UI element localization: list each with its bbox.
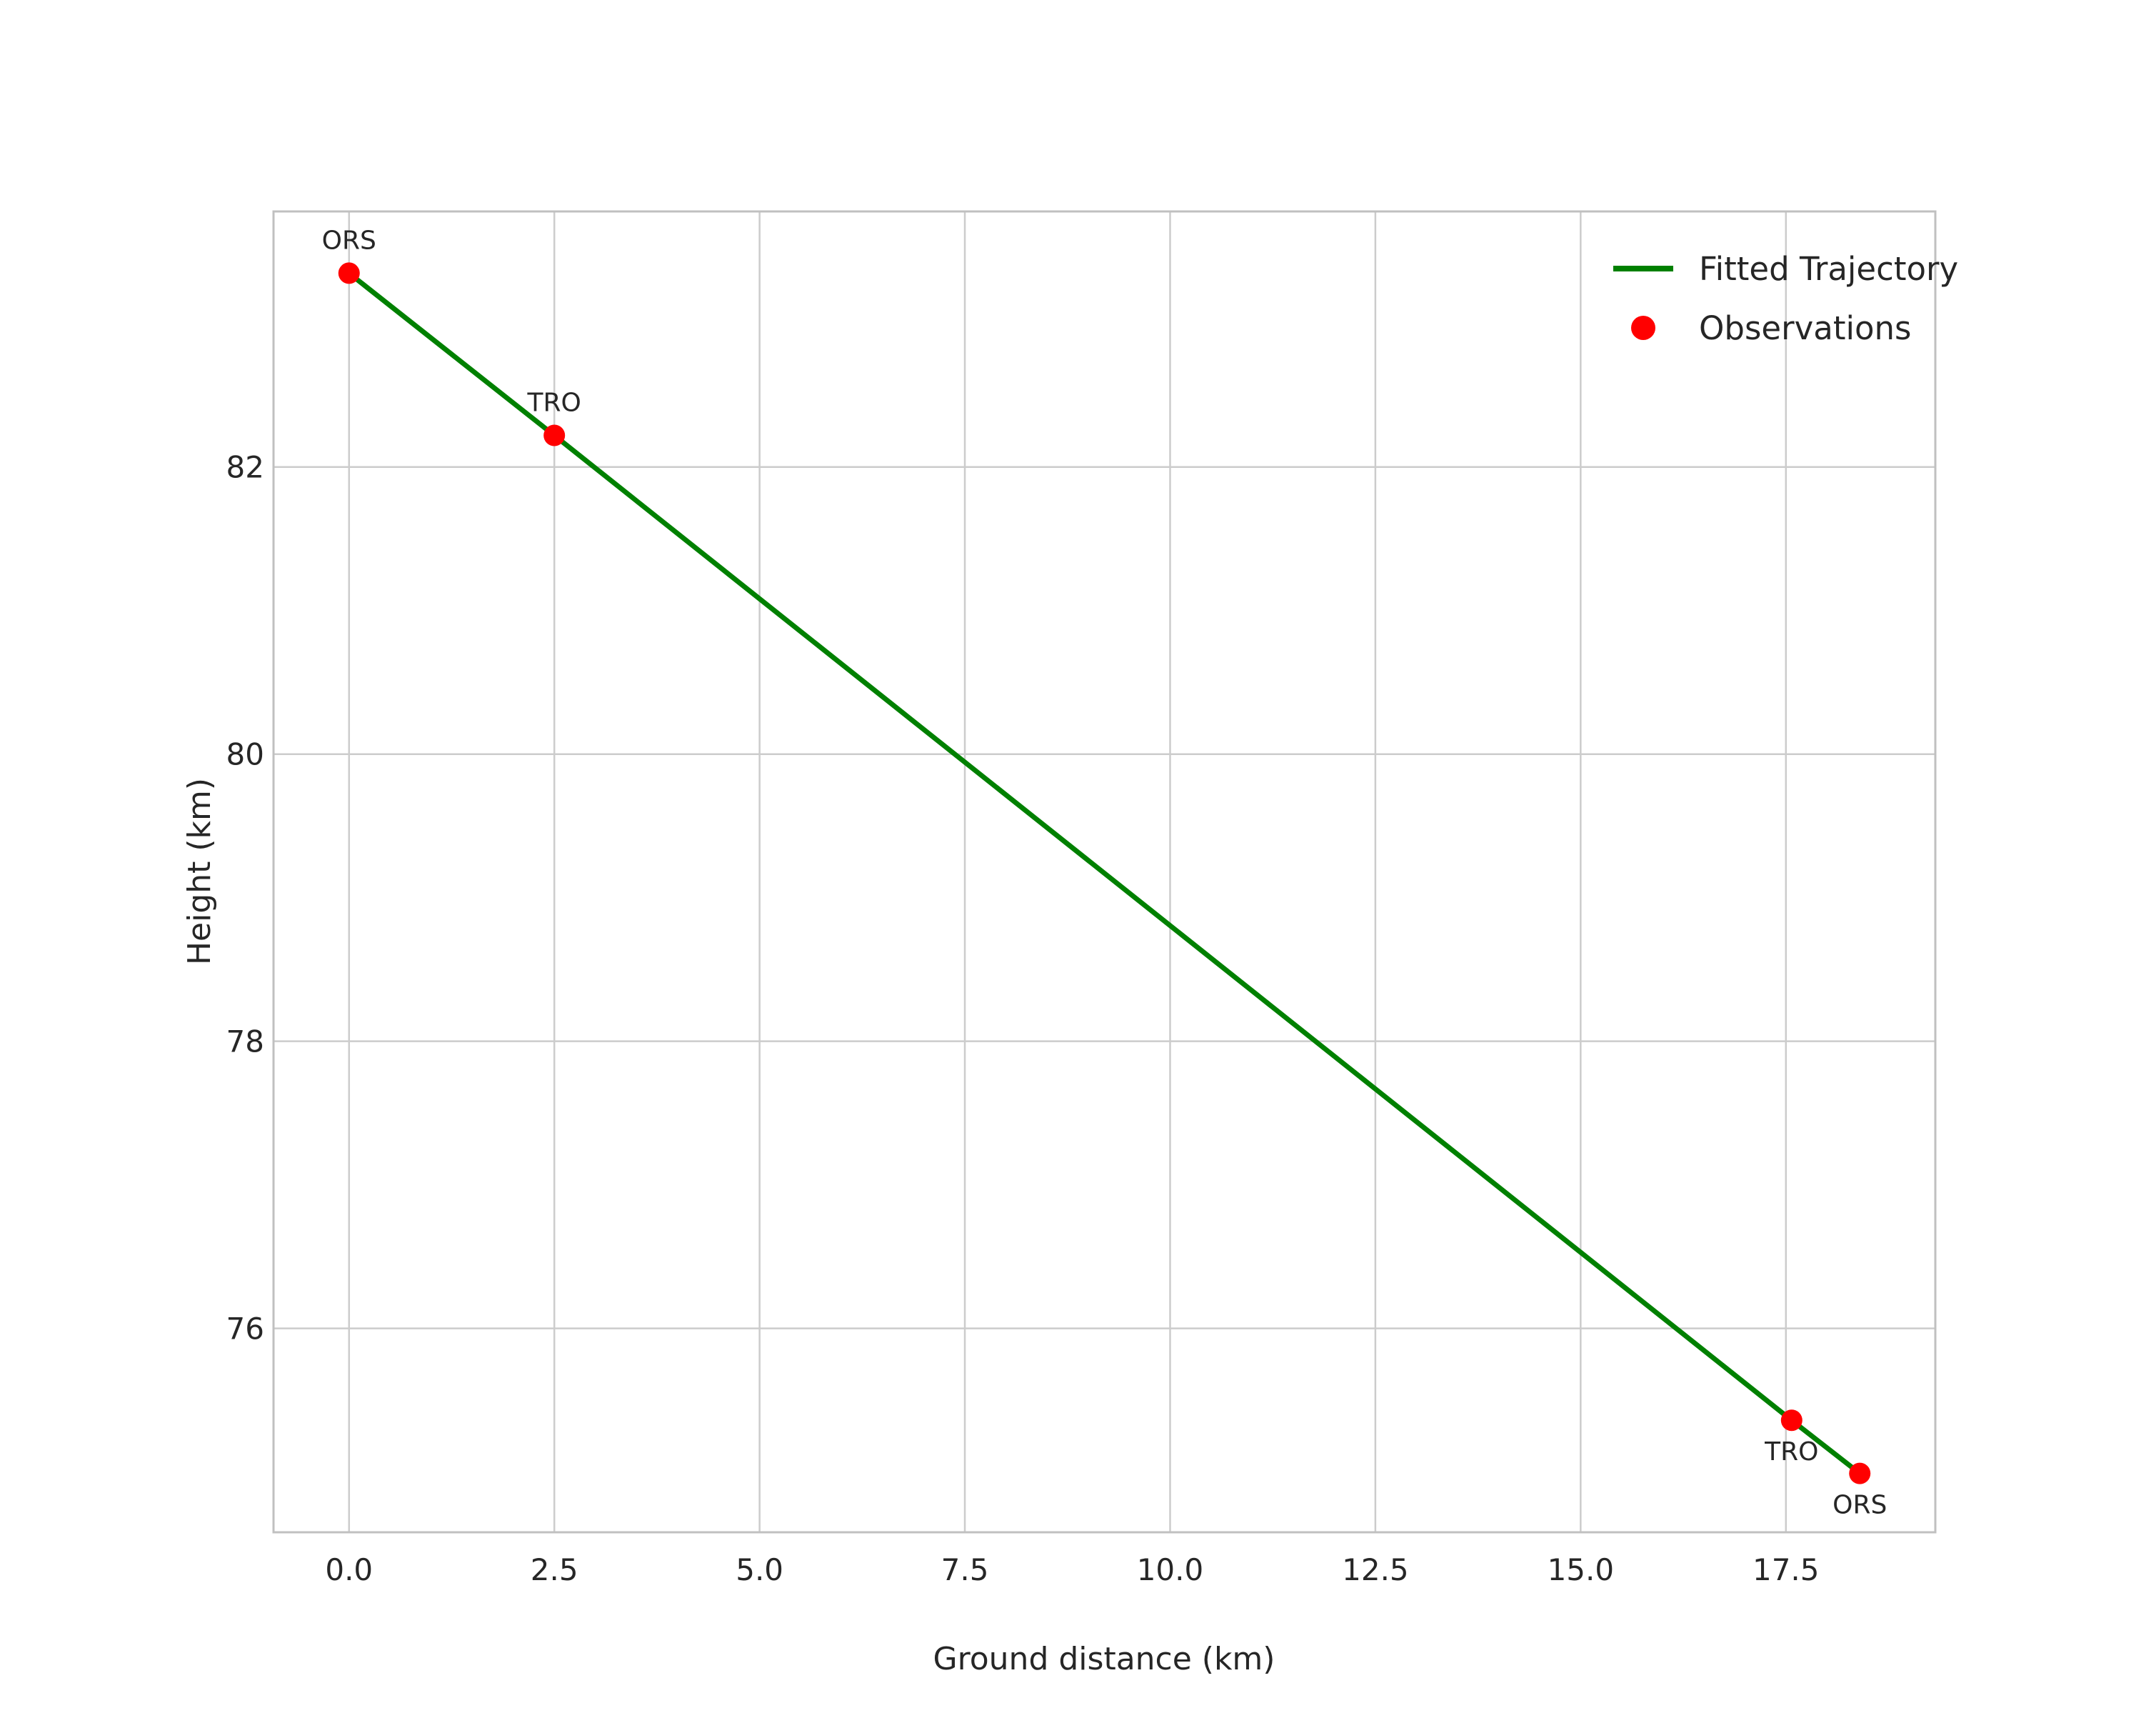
legend-label-observations: Observations xyxy=(1699,309,1911,347)
plot-border xyxy=(272,210,1937,1534)
x-tick-label: 0.0 xyxy=(325,1552,373,1587)
x-tick-label: 7.5 xyxy=(941,1552,989,1587)
x-tick-label: 17.5 xyxy=(1753,1552,1820,1587)
observation-point xyxy=(543,424,566,446)
y-tick-labels: 76 78 80 82 xyxy=(226,450,264,1347)
point-label: ORS xyxy=(322,226,376,255)
x-tick-labels: 0.0 2.5 5.0 7.5 10.0 12.5 15.0 17.5 xyxy=(325,1552,1819,1587)
y-tick-label: 82 xyxy=(226,450,264,485)
legend-marker-observations xyxy=(1631,316,1655,340)
point-label: TRO xyxy=(527,389,581,418)
y-tick-label: 80 xyxy=(226,737,264,772)
x-tick-label: 10.0 xyxy=(1137,1552,1204,1587)
fitted-trajectory-path xyxy=(346,270,1862,1477)
y-axis-label: Height (km) xyxy=(181,778,218,965)
legend: Fitted Trajectory Observations xyxy=(1613,250,1958,347)
x-tick-label: 15.0 xyxy=(1548,1552,1615,1587)
x-axis-label: Ground distance (km) xyxy=(933,1641,1275,1677)
y-tick-label: 78 xyxy=(226,1024,264,1059)
fitted-trajectory-line xyxy=(346,270,1862,1477)
observation-points xyxy=(338,262,1871,1484)
observation-point xyxy=(338,262,360,284)
x-tick-label: 2.5 xyxy=(531,1552,578,1587)
observation-point xyxy=(1780,1409,1802,1432)
legend-label-fitted-trajectory: Fitted Trajectory xyxy=(1699,250,1958,288)
point-label: TRO xyxy=(1764,1437,1818,1467)
gridlines xyxy=(274,211,1935,1532)
y-tick-label: 76 xyxy=(226,1312,264,1347)
x-tick-label: 12.5 xyxy=(1342,1552,1409,1587)
point-annotations: ORS TRO TRO ORS xyxy=(322,226,1887,1519)
observation-point xyxy=(1849,1462,1871,1484)
point-label: ORS xyxy=(1832,1491,1887,1520)
x-tick-label: 5.0 xyxy=(736,1552,783,1587)
